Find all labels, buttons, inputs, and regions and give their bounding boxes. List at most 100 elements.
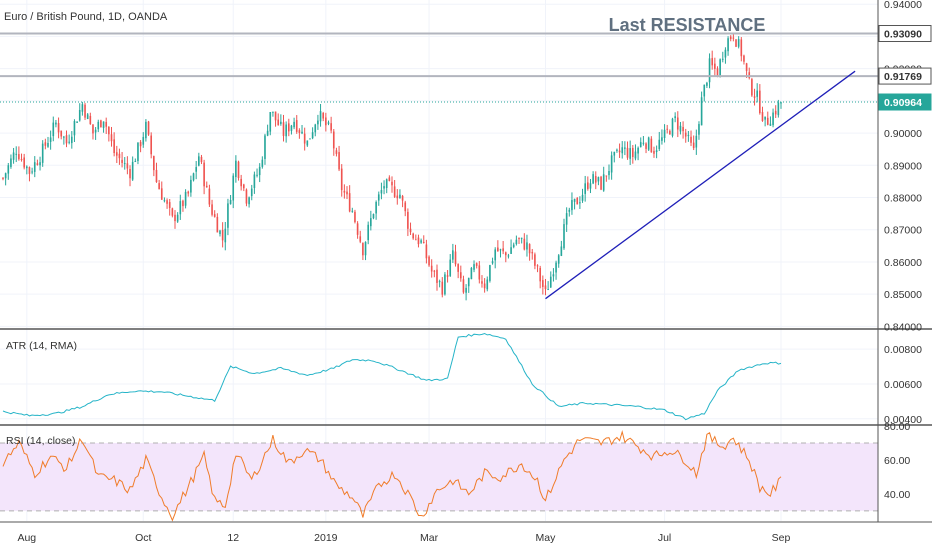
- candle-body: [502, 248, 504, 252]
- candle-body: [489, 265, 491, 281]
- time-tick-label: Sep: [772, 532, 791, 544]
- candle-body: [216, 216, 219, 233]
- candle-body: [565, 213, 568, 225]
- candle-body: [142, 136, 145, 145]
- candle-body: [780, 102, 782, 104]
- candle-body: [362, 243, 364, 256]
- candle-body: [68, 141, 70, 143]
- candle-body: [319, 111, 322, 122]
- candle-body: [483, 283, 486, 289]
- chart-grid: [0, 0, 878, 521]
- candle-body: [314, 124, 317, 133]
- candle-body: [724, 49, 727, 58]
- candle-body: [568, 209, 571, 212]
- last-resistance-annotation: Last RESISTANCE: [609, 15, 766, 35]
- price-tick-label: 0.94000: [884, 0, 922, 11]
- candle-body: [322, 112, 325, 119]
- candle-body: [528, 244, 531, 254]
- candle-body: [711, 58, 714, 66]
- rsi-band-layer: [0, 442, 878, 512]
- candle-body: [285, 124, 287, 137]
- candle-body: [655, 150, 658, 153]
- candle-body: [15, 153, 18, 155]
- candle-body: [240, 178, 242, 187]
- last-price-label-text: 0.90964: [884, 97, 922, 109]
- time-tick-label: Aug: [17, 532, 36, 544]
- candle-body: [600, 176, 602, 190]
- candle-body: [277, 119, 280, 126]
- candle-body: [542, 280, 544, 287]
- candle-body: [174, 214, 176, 222]
- candle-body: [589, 183, 592, 189]
- candle-body: [44, 142, 47, 146]
- rsi-tick-label: 40.00: [884, 489, 910, 501]
- candle-body: [563, 224, 565, 249]
- price-tick-label: 0.89000: [884, 160, 922, 172]
- time-tick-label: May: [536, 532, 557, 544]
- candle-body: [306, 140, 309, 146]
- candle-body: [642, 142, 645, 144]
- time-tick-label: Mar: [420, 532, 439, 544]
- candle-body: [171, 208, 174, 216]
- last-price-label-box: [878, 93, 932, 111]
- candle-body: [153, 156, 155, 171]
- candle-body: [425, 244, 428, 259]
- rsi-band: [0, 442, 878, 511]
- candle-body: [359, 236, 362, 242]
- candle-body: [626, 147, 629, 158]
- candle-body: [245, 189, 248, 204]
- candle-body: [264, 135, 266, 159]
- candle-body: [467, 277, 470, 287]
- candle-body: [698, 124, 700, 135]
- candle-body: [470, 267, 473, 280]
- symbol-title: Euro / British Pound, 1D, OANDA: [4, 11, 168, 23]
- candle-body: [364, 241, 367, 256]
- candle-body: [446, 275, 449, 277]
- candle-body: [325, 117, 327, 126]
- candle-body: [486, 279, 489, 290]
- candle-body: [211, 204, 213, 215]
- candle-body: [420, 240, 422, 243]
- candle-body: [28, 167, 31, 174]
- candle-body: [473, 264, 475, 270]
- candle-body: [203, 162, 205, 187]
- candle-body: [256, 174, 258, 176]
- candle-body: [700, 97, 703, 126]
- candle-body: [669, 130, 671, 135]
- atr-line: [2, 332, 782, 421]
- candle-body: [301, 131, 303, 134]
- candle-body: [674, 116, 676, 119]
- candle-body: [647, 137, 650, 150]
- candle-body: [343, 190, 346, 193]
- candle-body: [462, 279, 465, 293]
- candle-body: [637, 147, 639, 154]
- candle-body: [340, 168, 343, 191]
- candle-body: [547, 289, 549, 291]
- candle-body: [581, 194, 584, 201]
- candle-body: [187, 191, 190, 194]
- candle-body: [269, 111, 272, 132]
- candle-body: [200, 156, 203, 163]
- candle-body: [190, 179, 192, 193]
- candle-body: [205, 185, 208, 188]
- resistance-2-label-box: [878, 67, 932, 85]
- candle-body: [587, 182, 589, 189]
- candle-body: [213, 214, 216, 217]
- candle-body: [457, 264, 459, 272]
- candle-body: [676, 117, 679, 130]
- candle-body: [491, 261, 494, 264]
- candle-body: [592, 174, 594, 184]
- candle-body: [92, 124, 94, 134]
- candle-body: [499, 249, 502, 251]
- candle-body: [380, 189, 383, 194]
- price-tick-label: 0.85000: [884, 289, 922, 301]
- candle-body: [404, 202, 407, 212]
- trendline[interactable]: [545, 70, 856, 300]
- price-axis[interactable]: 0.940000.930000.920000.910000.900000.890…: [17, 0, 932, 544]
- candle-body: [33, 162, 36, 172]
- candle-body: [330, 123, 332, 131]
- candle-body: [391, 181, 393, 186]
- candle-body: [113, 139, 115, 154]
- candle-body: [97, 121, 100, 130]
- candle-body: [510, 247, 512, 254]
